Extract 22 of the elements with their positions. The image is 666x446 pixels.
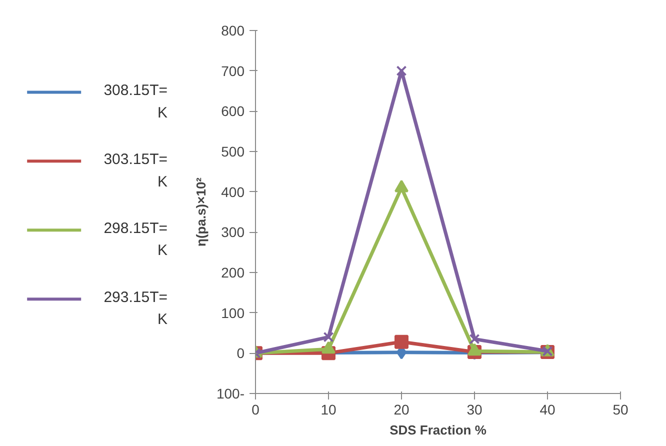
y-tick-label: 100-: [216, 386, 245, 402]
legend-label: 308.15T= K: [104, 82, 168, 122]
x-tick-label: 10: [320, 402, 336, 418]
y-tick-label: 300: [221, 224, 245, 240]
x-tick-label: 30: [466, 402, 482, 418]
y-tick-label: 600: [221, 103, 245, 120]
x-tick-label: 0: [252, 402, 260, 418]
y-tick-label: 500: [221, 144, 245, 160]
legend-label: 303.15T= K: [104, 151, 168, 190]
y-tick-label: 700: [221, 62, 245, 79]
y-axis-title: η(pa.s)×10²: [193, 176, 208, 246]
x-axis-title: SDS Fraction %: [390, 422, 487, 438]
y-tick-label: 100: [221, 304, 245, 321]
y-tick-label: 200: [221, 264, 245, 280]
x-tick-label: 20: [394, 402, 410, 418]
x-tick-label: 50: [612, 402, 628, 418]
x-tick-label: 40: [540, 402, 556, 418]
legend-label: 293.15T= K: [104, 289, 168, 328]
legend-label: 298.15T= K: [104, 220, 168, 260]
y-tick-label: 0: [236, 345, 245, 362]
y-tick-label: 400: [221, 184, 245, 200]
y-tick-label: 800: [221, 22, 245, 38]
